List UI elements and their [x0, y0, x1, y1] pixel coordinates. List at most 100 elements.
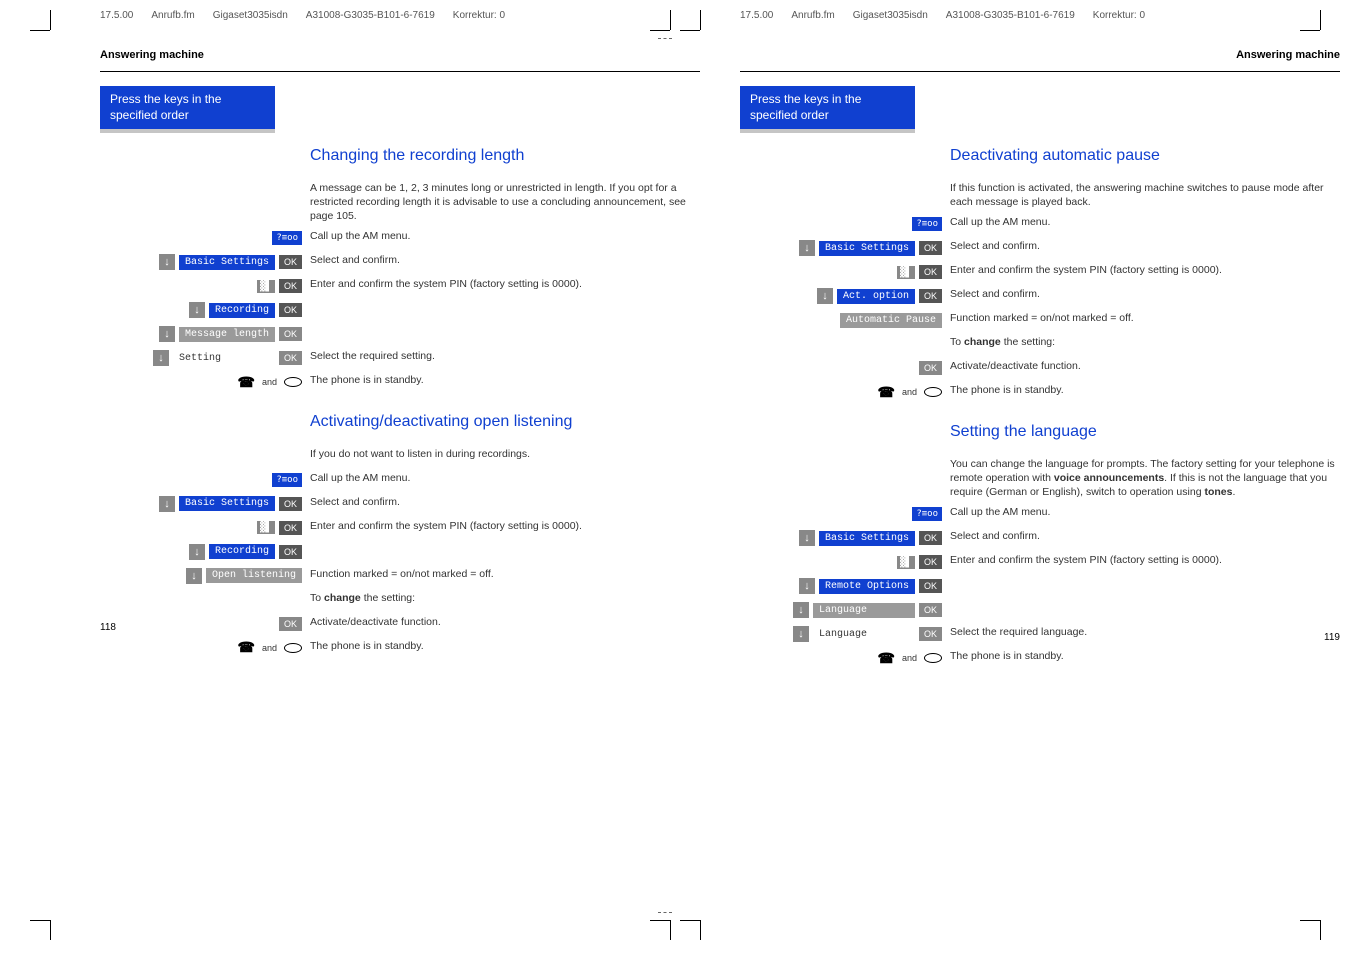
menuitem-basic-settings: Basic Settings: [179, 255, 275, 270]
menuitem-recording: Recording: [209, 303, 275, 318]
ok-button: OK: [919, 361, 942, 375]
step-standby: The phone is in standby.: [950, 383, 1340, 397]
right-page: 17.5.00 Anrufb.fm Gigaset3035isdn A31008…: [740, 10, 1340, 673]
hdr-date: 17.5.00: [740, 10, 773, 21]
ok-button: OK: [279, 351, 302, 365]
step-standby: The phone is in standby.: [310, 639, 700, 653]
am-menu-icon: ?≡oo: [272, 231, 302, 245]
step-pin-desc: Enter and confirm the system PIN (factor…: [310, 277, 700, 291]
ok-button: OK: [279, 497, 302, 511]
ok-button: OK: [919, 265, 942, 279]
heading-recording-length: Changing the recording length: [310, 145, 700, 167]
hdr-partno: A31008-G3035-B101-6-7619: [946, 10, 1075, 21]
ok-button: OK: [279, 303, 302, 317]
menuitem-message-length: Message length: [179, 327, 275, 342]
page-number-right: 119: [1324, 632, 1340, 643]
step-actopt-desc: Select and confirm.: [950, 287, 1340, 301]
step-basic-desc: Select and confirm.: [310, 253, 700, 267]
down-arrow-icon: ↓: [799, 240, 815, 256]
step-pin-desc: Enter and confirm the system PIN (factor…: [310, 519, 700, 533]
step-change: To change the setting:: [310, 591, 700, 605]
heading-auto-pause: Deactivating automatic pause: [950, 145, 1340, 167]
standby-icon: [924, 653, 942, 663]
handset-icon: ☎: [878, 650, 895, 667]
left-page: 17.5.00 Anrufb.fm Gigaset3035isdn A31008…: [100, 10, 700, 663]
hdr-korr: Korrektur: 0: [453, 10, 505, 21]
down-arrow-icon: ↓: [799, 530, 815, 546]
pin-icon: ▓▌: [257, 521, 275, 534]
hdr-partno: A31008-G3035-B101-6-7619: [306, 10, 435, 21]
down-arrow-icon: ↓: [159, 326, 175, 342]
ok-button: OK: [919, 603, 942, 617]
menuitem-basic-settings: Basic Settings: [179, 496, 275, 511]
handset-icon: ☎: [238, 374, 255, 391]
hdr-product: Gigaset3035isdn: [853, 10, 928, 21]
ok-button: OK: [919, 531, 942, 545]
section-title-right: Answering machine: [740, 49, 1340, 61]
step-standby: The phone is in standby.: [950, 649, 1340, 663]
menuitem-setting: Setting: [173, 351, 275, 366]
down-arrow-icon: ↓: [189, 302, 205, 318]
intro-setting-language: You can change the language for prompts.…: [950, 457, 1340, 500]
standby-icon: [284, 643, 302, 653]
am-menu-icon: ?≡oo: [912, 507, 942, 521]
ok-button: OK: [279, 521, 302, 535]
ok-button: OK: [919, 627, 942, 641]
heading-open-listening: Activating/deactivating open listening: [310, 411, 700, 433]
and-label: and: [262, 377, 277, 387]
step-lang-desc: Select the required language.: [950, 625, 1340, 639]
menuitem-open-listening: Open listening: [206, 568, 302, 583]
ok-button: OK: [919, 289, 942, 303]
step-pin-desc: Enter and confirm the system PIN (factor…: [950, 263, 1340, 277]
instruction-box: Press the keys in the specified order: [740, 86, 915, 133]
pin-icon: ▓▌: [897, 556, 915, 569]
step-setting-desc: Select the required setting.: [310, 349, 700, 363]
step-basic-desc: Select and confirm.: [310, 495, 700, 509]
am-menu-icon: ?≡oo: [912, 217, 942, 231]
header-left: 17.5.00 Anrufb.fm Gigaset3035isdn A31008…: [100, 10, 700, 21]
and-label: and: [262, 643, 277, 653]
standby-icon: [284, 377, 302, 387]
step-basic-desc: Select and confirm.: [950, 529, 1340, 543]
menuitem-basic-settings: Basic Settings: [819, 241, 915, 256]
step-marked: Function marked = on/not marked = off.: [310, 567, 700, 581]
and-label: and: [902, 653, 917, 663]
menuitem-language-plain: Language: [813, 627, 915, 642]
down-arrow-icon: ↓: [793, 626, 809, 642]
header-right: 17.5.00 Anrufb.fm Gigaset3035isdn A31008…: [740, 10, 1340, 21]
step-call-am: Call up the AM menu.: [310, 229, 700, 243]
instruction-box: Press the keys in the specified order: [100, 86, 275, 133]
ok-button: OK: [279, 545, 302, 559]
down-arrow-icon: ↓: [799, 578, 815, 594]
section-title-left: Answering machine: [100, 49, 700, 61]
standby-icon: [924, 387, 942, 397]
page-number-left: 118: [100, 622, 116, 633]
down-arrow-icon: ↓: [186, 568, 202, 584]
menuitem-remote-options: Remote Options: [819, 579, 915, 594]
ok-button: OK: [919, 241, 942, 255]
ok-button: OK: [919, 555, 942, 569]
hdr-file: Anrufb.fm: [151, 10, 194, 21]
ok-button: OK: [279, 255, 302, 269]
step-activate: Activate/deactivate function.: [950, 359, 1340, 373]
step-call-am: Call up the AM menu.: [950, 215, 1340, 229]
down-arrow-icon: ↓: [793, 602, 809, 618]
divider: [100, 71, 700, 72]
ok-button: OK: [279, 279, 302, 293]
down-arrow-icon: ↓: [159, 254, 175, 270]
menuitem-recording: Recording: [209, 544, 275, 559]
down-arrow-icon: ↓: [159, 496, 175, 512]
hdr-product: Gigaset3035isdn: [213, 10, 288, 21]
pin-icon: ▓▌: [257, 280, 275, 293]
hdr-date: 17.5.00: [100, 10, 133, 21]
down-arrow-icon: ↓: [817, 288, 833, 304]
intro-auto-pause: If this function is activated, the answe…: [950, 181, 1340, 209]
ok-button: OK: [919, 579, 942, 593]
heading-setting-language: Setting the language: [950, 421, 1340, 443]
pin-icon: ▓▌: [897, 266, 915, 279]
handset-icon: ☎: [238, 639, 255, 656]
intro-open-listening: If you do not want to listen in during r…: [310, 447, 700, 461]
step-pin-desc: Enter and confirm the system PIN (factor…: [950, 553, 1340, 567]
hdr-korr: Korrektur: 0: [1093, 10, 1145, 21]
step-change: To change the setting:: [950, 335, 1340, 349]
